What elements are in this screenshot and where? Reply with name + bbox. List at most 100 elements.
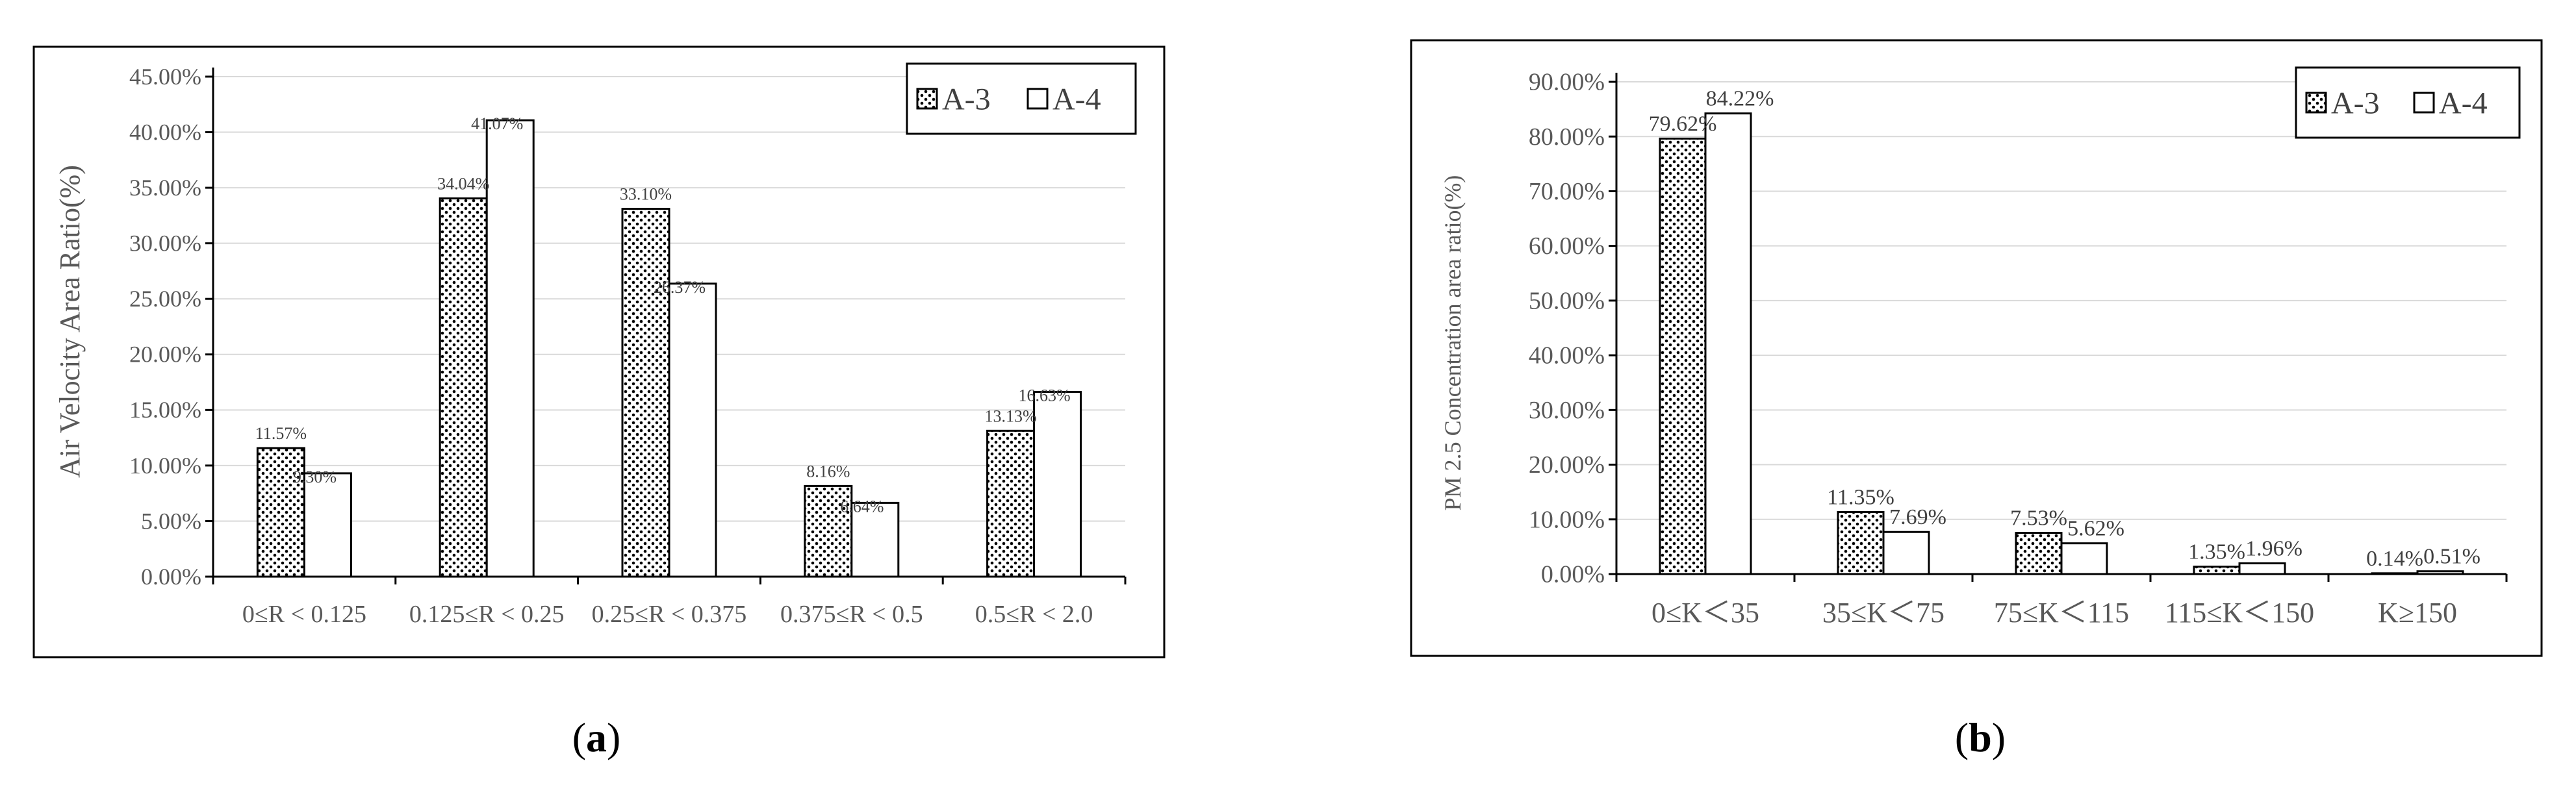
y-tick-label: 20.00%: [1529, 451, 1605, 479]
y-tick-label: 45.00%: [129, 64, 201, 90]
legend-swatch-a-3: [916, 88, 938, 110]
data-label: 26.37%: [654, 278, 706, 297]
panel-label: a: [586, 714, 607, 760]
data-labels: 11.57% 9.30% 34.04% 41.07% 33.10% 26.37% 8.16%…: [255, 114, 1071, 516]
data-label: 41.07%: [471, 114, 523, 133]
chart-frame: [1410, 39, 2543, 657]
x-tick-label: 0≤K＜35: [1651, 597, 1759, 629]
y-axis-title: Air Velocity Area Ratio(%): [54, 165, 86, 478]
y-tick-label: 40.00%: [1529, 342, 1605, 369]
y-tick-label: 50.00%: [1529, 287, 1605, 314]
y-tick-label: 90.00%: [1529, 69, 1605, 96]
legend: A-3 A-4: [2295, 66, 2521, 139]
x-tick-label: K≥150: [2378, 597, 2457, 629]
bar-a-4: [2238, 562, 2286, 575]
data-label: 7.69%: [1889, 505, 1946, 529]
legend-label: A-3: [2331, 86, 2380, 120]
x-tick-labels: 0≤R < 0.125 0.125≤R < 0.25 0.25≤R < 0.375 0…: [242, 601, 1093, 628]
legend-swatch-a-4: [1027, 88, 1049, 110]
chart-panel-b: 0.00% 10.00% 20.00% 30.00% 40.00% 50.00% 60.00…: [1410, 39, 2543, 657]
y-tick-label: 40.00%: [129, 119, 201, 145]
bar-a-3: [439, 197, 488, 578]
data-label: 0.14%: [2366, 547, 2423, 571]
y-tick-label: 0.00%: [1541, 561, 1605, 588]
x-tick-label: 0.25≤R < 0.375: [592, 601, 747, 628]
bar-a-3: [621, 208, 670, 578]
bar-a-3: [2193, 566, 2241, 575]
data-label: 5.62%: [2067, 517, 2124, 541]
bar-a-3: [986, 429, 1036, 578]
data-label: 6.64%: [840, 497, 884, 516]
bar-a-4: [2060, 542, 2108, 575]
data-label: 1.35%: [2188, 540, 2245, 564]
legend-label: A-4: [1052, 82, 1101, 116]
bar-a-3: [1837, 510, 1885, 575]
data-label: 7.53%: [2010, 507, 2067, 531]
data-label: 16.63%: [1019, 386, 1071, 405]
y-tick-labels: 0.00% 10.00% 20.00% 30.00% 40.00% 50.00% 60.00…: [1529, 69, 1605, 588]
panel-caption-b: (b): [1955, 714, 2006, 760]
panel-label: b: [1969, 714, 1992, 760]
x-tick-label: 75≤K＜115: [1994, 597, 2129, 629]
y-tick-label: 80.00%: [1529, 123, 1605, 151]
x-tick-labels: 0≤K＜35 35≤K＜75 75≤K＜115 115≤K＜150 K≥150: [1651, 597, 2457, 629]
bars: [256, 119, 1082, 578]
x-tick-label: 115≤K＜150: [2165, 597, 2314, 629]
bar-a-3: [1659, 137, 1707, 575]
x-tick-label: 0≤R < 0.125: [242, 601, 366, 628]
bar-a-4: [303, 472, 352, 578]
gridlines: [1616, 81, 2506, 520]
bar-a-4: [668, 282, 717, 578]
bar-a-4: [1704, 112, 1752, 575]
y-tick-labels: 0.00% 5.00% 10.00% 15.00% 20.00% 25.00% 30.00%…: [129, 64, 201, 590]
panel-caption-a: (a): [572, 714, 621, 760]
y-tick-label: 20.00%: [129, 342, 201, 368]
chart-frame: [32, 45, 1166, 658]
data-label: 84.22%: [1706, 87, 1774, 111]
bar-a-3: [2015, 532, 2063, 575]
y-tick-label: 30.00%: [129, 231, 201, 257]
bar-a-4: [1882, 531, 1930, 575]
y-tick-label: 25.00%: [129, 286, 201, 312]
bar-a-4: [850, 501, 900, 578]
data-label: 11.35%: [1827, 485, 1894, 509]
bar-a-4: [485, 119, 535, 578]
legend: A-3 A-4: [906, 62, 1137, 135]
y-tick-label: 70.00%: [1529, 178, 1605, 205]
y-tick-label: 10.00%: [1529, 506, 1605, 533]
data-label: 11.57%: [255, 424, 307, 443]
y-tick-label: 35.00%: [129, 175, 201, 201]
legend-swatch-a-3: [2305, 92, 2327, 114]
y-axis-title: PM 2.5 Concentration area ratio(%): [1440, 175, 1466, 511]
data-label: 13.13%: [985, 407, 1037, 425]
chart-panel-a: 0.00% 5.00% 10.00% 15.00% 20.00% 25.00% 30.00%…: [32, 45, 1166, 658]
legend-box: [906, 62, 1137, 135]
axes: [205, 68, 1127, 584]
legend-label: A-4: [2439, 86, 2488, 120]
y-tick-label: 60.00%: [1529, 232, 1605, 260]
legend-box: [2295, 66, 2521, 139]
data-labels: 79.62%84.22% 11.35%7.69% 7.53% 5.62% 1.35% 1.…: [1649, 87, 2480, 571]
legend-label: A-3: [942, 82, 991, 116]
x-tick-label: 0.375≤R < 0.5: [780, 601, 923, 628]
y-tick-label: 30.00%: [1529, 397, 1605, 424]
axes: [1609, 73, 2508, 582]
data-label: 79.62%: [1649, 112, 1717, 136]
data-label: 1.96%: [2245, 536, 2302, 560]
y-tick-label: 10.00%: [129, 453, 201, 479]
x-tick-label: 0.125≤R < 0.25: [409, 601, 565, 628]
data-label: 33.10%: [620, 185, 672, 204]
x-tick-label: 0.5≤R < 2.0: [975, 601, 1093, 628]
bars: [1659, 112, 2464, 575]
y-tick-label: 15.00%: [129, 397, 201, 423]
y-tick-label: 0.00%: [141, 564, 201, 590]
legend-swatch-a-4: [2413, 92, 2435, 114]
data-label: 0.51%: [2423, 545, 2480, 569]
y-tick-label: 5.00%: [141, 508, 201, 534]
data-label: 8.16%: [806, 462, 850, 481]
data-label: 34.04%: [437, 175, 489, 194]
bar-a-4: [1033, 390, 1082, 578]
x-tick-label: 35≤K＜75: [1822, 597, 1945, 629]
data-label: 9.30%: [293, 468, 337, 486]
